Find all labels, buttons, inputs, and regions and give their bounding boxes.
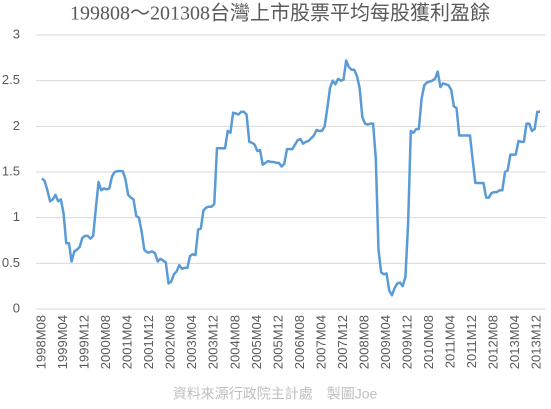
y-tick-label: 0.5 <box>2 255 20 270</box>
x-tick-label: 2004M08 <box>227 315 242 369</box>
x-tick-label: 2009M04 <box>378 315 393 369</box>
x-tick-label: 2007M12 <box>335 315 350 369</box>
x-tick-label: 2013M04 <box>507 315 522 369</box>
y-tick-label: 1.5 <box>2 163 20 178</box>
y-tick-label: 0 <box>13 300 20 315</box>
chart-title: 199808～201308台灣上市股票平均每股獲利盈餘 <box>70 2 490 25</box>
y-tick-label: 2 <box>13 118 20 133</box>
x-tick-label: 2006M08 <box>292 315 307 369</box>
source-note: 資料來源行政院主計處 製圖Joe <box>173 386 378 402</box>
x-tick-label: 2008M08 <box>356 315 371 369</box>
x-tick-label: 2003M04 <box>184 315 199 369</box>
x-tick-label: 2011M12 <box>464 315 479 368</box>
x-tick-label: 2011M04 <box>443 315 458 368</box>
x-tick-label: 2005M12 <box>270 315 285 369</box>
y-tick-label: 3 <box>13 26 20 41</box>
x-tick-label: 2001M04 <box>120 315 135 369</box>
y-tick-label: 2.5 <box>2 72 20 87</box>
x-tick-label: 2009M12 <box>400 315 415 369</box>
x-tick-label: 2012M08 <box>486 315 501 369</box>
x-tick-label: 2005M04 <box>249 315 264 369</box>
x-tick-label: 2010M08 <box>421 315 436 369</box>
x-tick-label: 1998M08 <box>33 315 48 369</box>
x-tick-label: 2007M04 <box>313 315 328 369</box>
x-tick-label: 2002M08 <box>163 315 178 369</box>
x-tick-label: 2001M12 <box>141 315 156 369</box>
x-tick-label: 1999M04 <box>55 315 70 369</box>
x-tick-label: 2003M12 <box>206 315 221 369</box>
data-line <box>41 59 540 297</box>
x-tick-label: 2013M12 <box>529 315 544 369</box>
x-tick-label: 2000M08 <box>98 315 113 369</box>
y-tick-label: 1 <box>13 209 20 224</box>
x-tick-label: 1999M12 <box>77 315 92 369</box>
